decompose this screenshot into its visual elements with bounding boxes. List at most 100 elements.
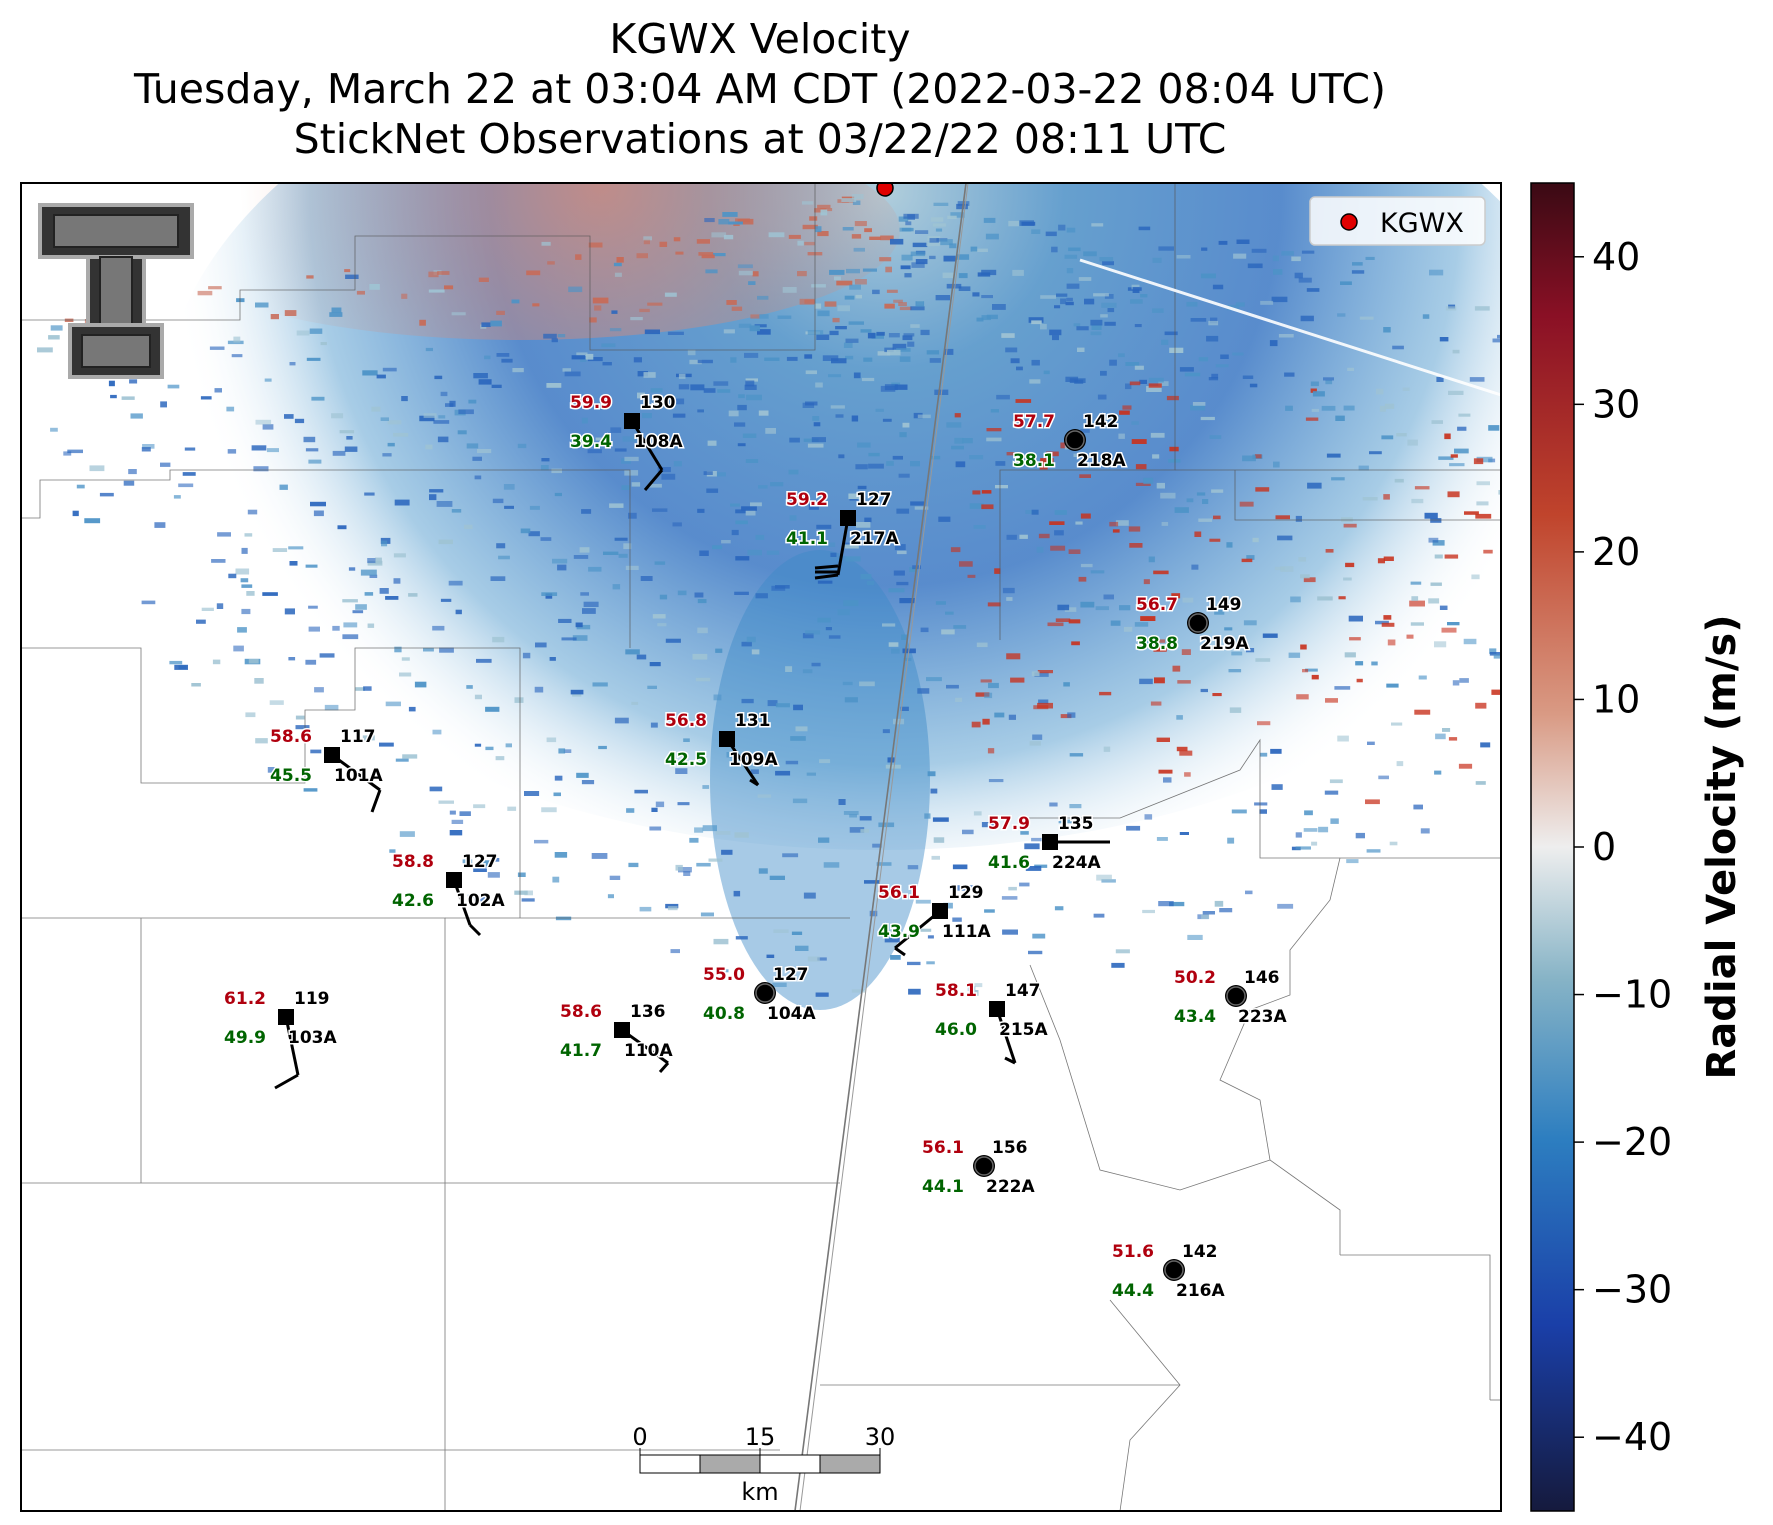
station-direction: 142 [1083, 412, 1119, 432]
station-direction: 129 [948, 883, 984, 903]
colorbar-tick-label: 20 [1592, 530, 1640, 574]
station-wind: 41.1 [786, 529, 828, 549]
station-101a: 58.6 117 45.5 101A [269, 726, 385, 813]
station-gust: 61.2 [224, 989, 266, 1009]
station-id: 110A [624, 1041, 673, 1061]
station-direction: 117 [340, 727, 376, 747]
colorbar-tick-label: −20 [1592, 1120, 1672, 1164]
station-217a: 59.2 127 41.1 217A [785, 489, 901, 580]
station-id: 111A [942, 922, 991, 942]
texas-tech-logo-icon [38, 203, 194, 379]
station-direction: 146 [1244, 968, 1280, 988]
station-111a: 56.1 129 43.9 111A [877, 882, 993, 957]
inbound-echo-region [140, 183, 900, 340]
station-223a: 50.2 146 43.4 223A [1173, 967, 1289, 1029]
station-direction: 127 [856, 490, 892, 510]
station-wind: 41.6 [988, 853, 1030, 873]
station-218a: 57.7 142 38.1 218A [1012, 411, 1128, 473]
station-marker-circle [1064, 429, 1086, 451]
station-marker-square [932, 903, 948, 919]
county-boundaries [21, 183, 1501, 1511]
station-direction: 136 [630, 1002, 666, 1022]
station-wind: 38.1 [1013, 451, 1055, 471]
station-219a: 56.7 149 38.8 219A [1135, 594, 1251, 656]
station-id: 103A [288, 1028, 337, 1048]
station-103a: 61.2 119 49.9 103A [223, 988, 339, 1090]
station-marker-square [278, 1009, 294, 1025]
station-gust: 50.2 [1174, 968, 1216, 988]
station-wind: 38.8 [1136, 634, 1178, 654]
colorbar-gradient [1530, 182, 1575, 1512]
station-wind: 46.0 [935, 1020, 977, 1040]
scale-bar: 0 15 30 km [632, 1423, 895, 1506]
colorbar-tick-label: −40 [1592, 1415, 1672, 1459]
station-marker-square [624, 413, 640, 429]
station-id: 219A [1200, 634, 1249, 654]
station-224a: 57.9 135 41.6 224A [987, 813, 1110, 875]
station-wind: 41.7 [560, 1041, 602, 1061]
highway-line-2 [799, 183, 969, 1511]
station-gust: 56.8 [665, 711, 707, 731]
station-gust: 58.1 [935, 981, 977, 1001]
station-222a: 56.1 156 44.1 222A [921, 1137, 1037, 1199]
plot-frame [20, 182, 1502, 1512]
station-direction: 149 [1206, 595, 1242, 615]
station-id: 104A [767, 1004, 816, 1024]
station-wind: 42.6 [392, 891, 434, 911]
station-215a: 58.1 147 46.0 215A [934, 980, 1050, 1065]
title-line-3: StickNet Observations at 03/22/22 08:11 … [293, 115, 1227, 163]
wind-barb [814, 573, 839, 580]
title-line-1: KGWX Velocity [609, 15, 911, 63]
station-direction: 135 [1058, 814, 1094, 834]
station-gust: 57.7 [1013, 412, 1055, 432]
station-id: 102A [456, 891, 505, 911]
station-direction: 127 [462, 852, 498, 872]
scale-tick-30: 30 [865, 1423, 896, 1451]
colorbar-tick-label: 40 [1592, 235, 1640, 279]
station-wind: 49.9 [224, 1028, 266, 1048]
station-id: 216A [1176, 1281, 1225, 1301]
wind-barb [749, 778, 759, 787]
station-104a: 55.0 127 40.8 104A [702, 964, 818, 1026]
station-wind: 45.5 [270, 766, 312, 786]
station-gust: 58.8 [392, 852, 434, 872]
station-marker-square [719, 731, 735, 747]
station-id: 217A [850, 529, 899, 549]
station-direction: 156 [992, 1138, 1028, 1158]
station-216a: 51.6 142 44.4 216A [1111, 1241, 1227, 1303]
legend: KGWX [1309, 196, 1486, 246]
velocity-speckles [37, 194, 1501, 997]
radar-site-marker [876, 183, 894, 197]
colorbar-tick-label: −10 [1592, 973, 1672, 1017]
wind-barb [995, 1008, 1017, 1064]
station-marker-square [324, 747, 340, 763]
figure-title: KGWX Velocity Tuesday, March 22 at 03:04… [20, 14, 1500, 164]
scale-tick-0: 0 [632, 1423, 647, 1451]
station-id: 215A [999, 1020, 1048, 1040]
wind-barb [370, 789, 382, 813]
station-gust: 56.7 [1136, 595, 1178, 615]
radial-artifact [1079, 258, 1501, 397]
station-gust: 56.1 [878, 883, 920, 903]
station-marker-square [1042, 834, 1058, 850]
velocity-echo-field [160, 183, 1501, 850]
colorbar-label: Radial Velocity (m/s) [1699, 614, 1745, 1079]
colorbar-tick-label: 0 [1592, 825, 1616, 869]
station-gust: 59.9 [570, 393, 612, 413]
sticknet-stations: 59.9 130 39.4 108A 57.7 142 38.1 218A 59.2 127 41.… [223, 392, 1289, 1303]
station-wind: 44.1 [922, 1177, 964, 1197]
station-gust: 58.6 [560, 1002, 602, 1022]
station-direction: 147 [1005, 981, 1041, 1001]
station-id: 223A [1238, 1007, 1287, 1027]
station-gust: 57.9 [988, 814, 1030, 834]
station-marker-square [614, 1022, 630, 1038]
station-direction: 131 [735, 711, 771, 731]
scale-tick-15: 15 [745, 1423, 776, 1451]
station-102a: 58.8 127 42.6 102A [391, 851, 507, 937]
title-line-2: Tuesday, March 22 at 03:04 AM CDT (2022-… [133, 65, 1386, 113]
station-wind: 43.4 [1174, 1007, 1216, 1027]
station-gust: 55.0 [703, 965, 745, 985]
wind-barb [1004, 1056, 1016, 1065]
station-direction: 130 [640, 393, 676, 413]
station-gust: 56.1 [922, 1138, 964, 1158]
